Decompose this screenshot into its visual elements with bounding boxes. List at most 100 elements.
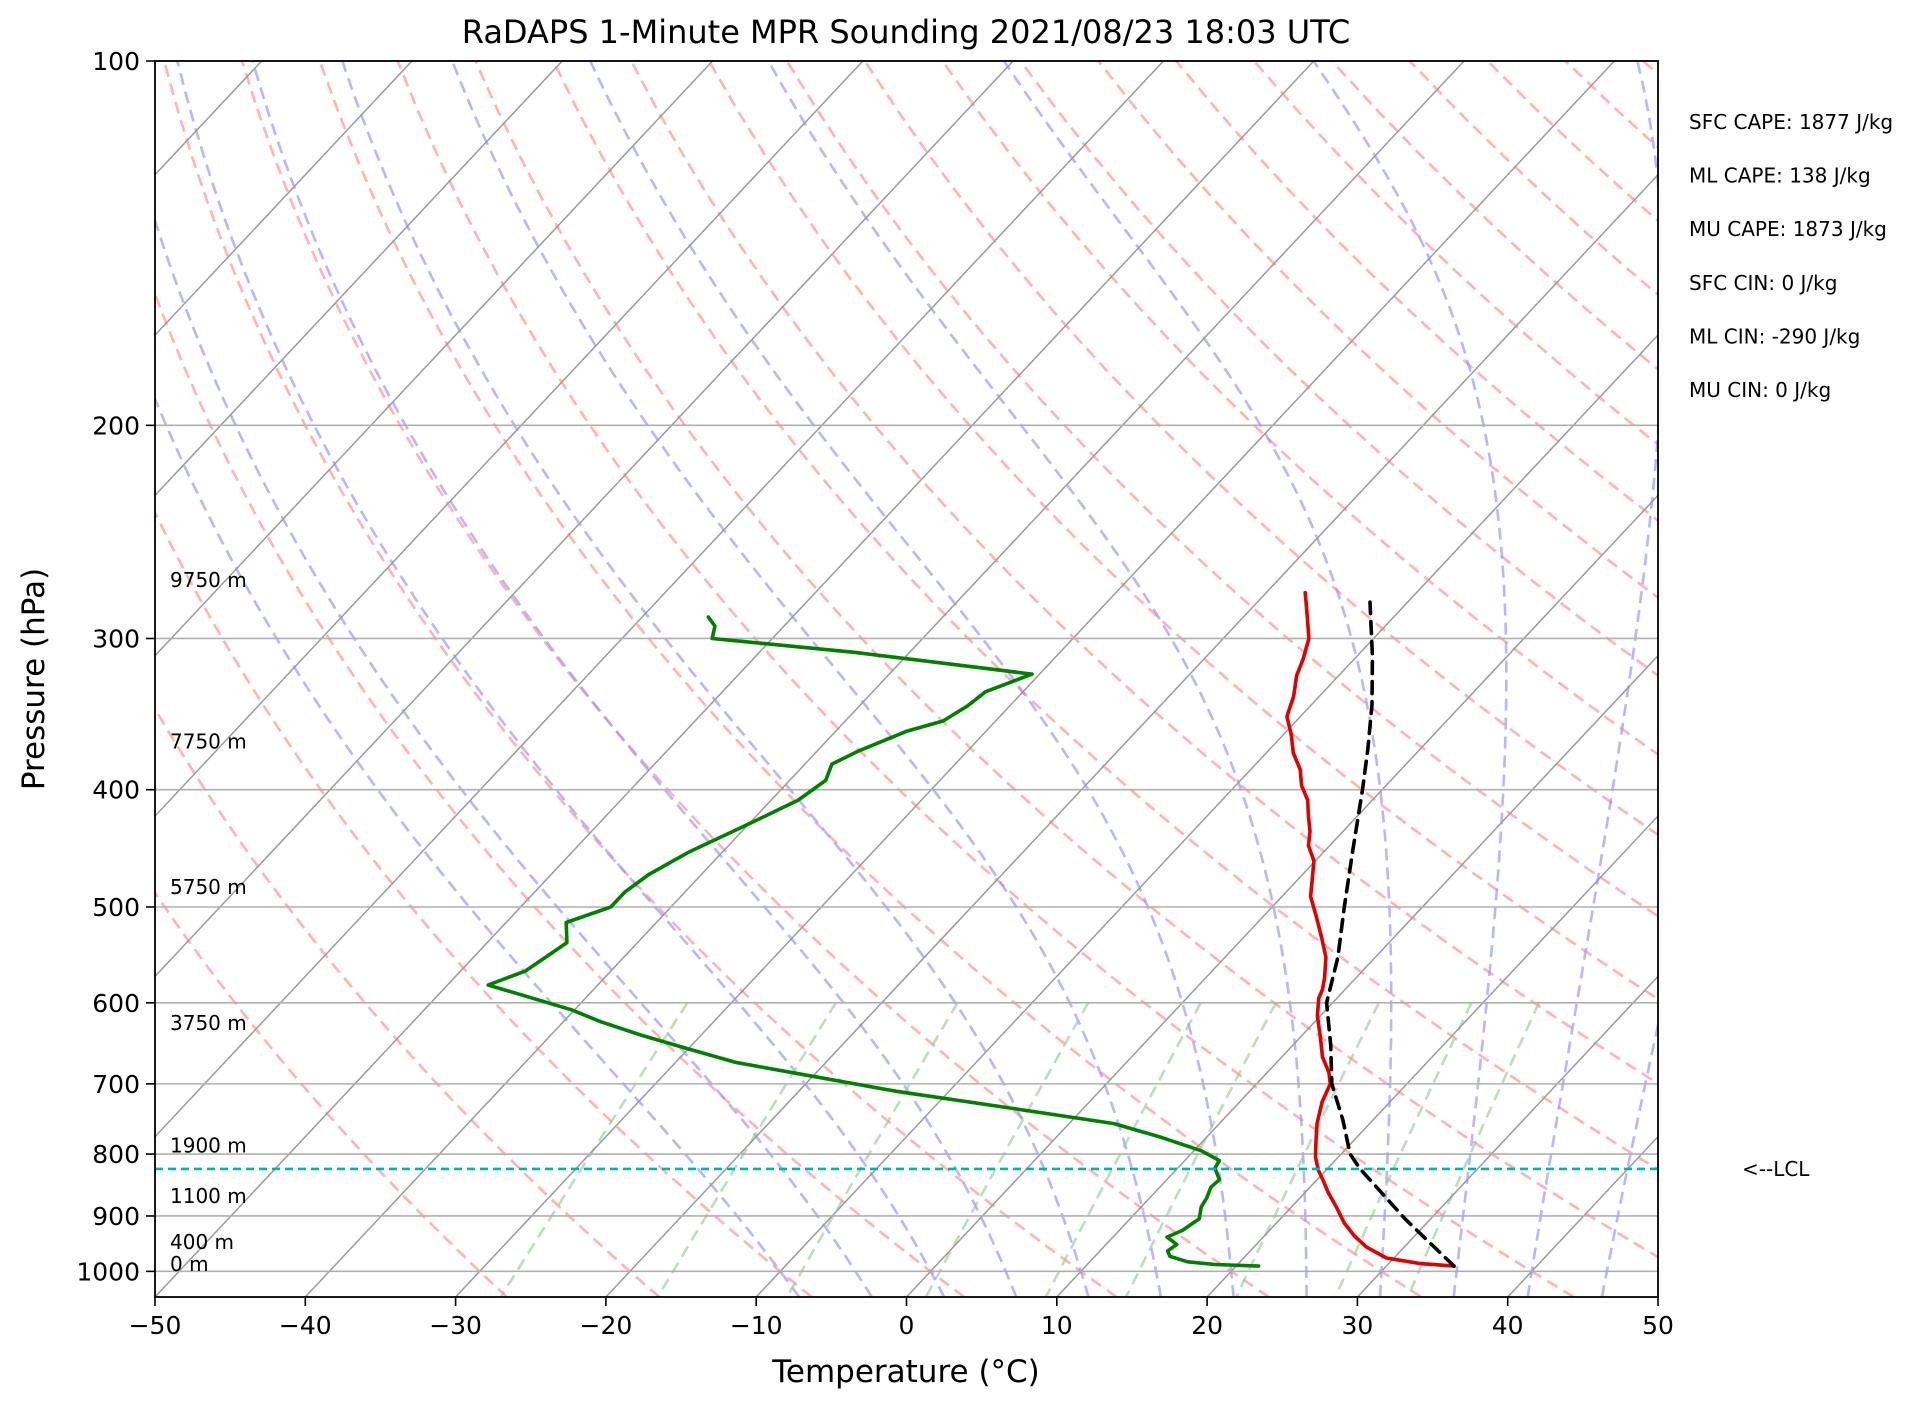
- height-label: 1900 m: [170, 1134, 247, 1158]
- height-label: 9750 m: [170, 568, 247, 592]
- mixing-ratio-line: [1406, 1002, 1541, 1297]
- isotherm: [1056, 654, 1658, 1297]
- isotherm: [455, 61, 1615, 1297]
- height-label: 0 m: [170, 1252, 209, 1276]
- dry-adiabat: [1877, 61, 1925, 1297]
- mixing-ratio-line: [1235, 1002, 1381, 1297]
- moist-adiabat: [589, 61, 1235, 1297]
- moist-adiabat: [1002, 61, 1393, 1297]
- dry-adiabat: [1019, 61, 1658, 678]
- y-tick-label: 300: [92, 624, 140, 653]
- y-tick-label: 100: [92, 47, 140, 76]
- parameter-annotation: ML CIN: -290 J/kg: [1689, 324, 1860, 348]
- y-axis-ticks: 100 200 300 400 500 600 700 800 900 1000: [76, 47, 155, 1286]
- y-tick-label: 600: [92, 989, 140, 1018]
- dry-adiabat: [1799, 61, 1925, 1297]
- dry-adiabat: [552, 61, 1658, 1171]
- isotherm: [155, 61, 563, 497]
- isotherm: [755, 333, 1658, 1297]
- dry-adiabat: [155, 706, 661, 1297]
- isotherm: [1507, 1135, 1658, 1297]
- height-label: 5750 m: [170, 875, 247, 899]
- dry-adiabat: [318, 61, 1423, 1297]
- y-axis-label: Pressure (hPa): [16, 568, 52, 790]
- x-axis-label: Temperature (°C): [771, 1354, 1040, 1390]
- mixing-ratio-line: [499, 1002, 689, 1297]
- dry-adiabat: [155, 509, 813, 1297]
- height-labels: 9750 m 7750 m 5750 m 3750 m 1900 m 1100 m 400 …: [170, 568, 247, 1276]
- moist-adiabat: [450, 61, 1163, 1297]
- isotherm: [605, 173, 1658, 1297]
- parameter-list: SFC CAPE: 1877 J/kg ML CAPE: 138 J/kg MU C…: [1689, 110, 1893, 402]
- isotherm: [155, 61, 413, 337]
- height-label: 1100 m: [170, 1184, 247, 1208]
- temperature-line: [1285, 590, 1456, 1268]
- isotherm: [155, 61, 1315, 1297]
- moist-adiabat: [341, 61, 1090, 1297]
- y-tick-label: 500: [92, 893, 140, 922]
- dry-adiabat: [941, 61, 1658, 757]
- moist-adiabat: [1312, 61, 1508, 1297]
- x-tick-label: 30: [1341, 1311, 1373, 1340]
- dry-adiabat: [474, 61, 1658, 1259]
- x-tick-label: 20: [1191, 1311, 1223, 1340]
- mixing-ratio-line: [1334, 1002, 1473, 1297]
- parameter-annotation: ML CAPE: 138 J/kg: [1689, 164, 1871, 188]
- dry-adiabat: [240, 61, 1270, 1297]
- isotherm: [905, 494, 1658, 1297]
- isotherm: [155, 61, 864, 818]
- y-tick-label: 800: [92, 1140, 140, 1169]
- parameter-annotation: MU CAPE: 1873 J/kg: [1689, 217, 1887, 241]
- x-tick-label: −50: [129, 1311, 182, 1340]
- dry-adiabat: [155, 290, 965, 1297]
- isotherm: [1206, 814, 1658, 1297]
- mixing-ratio-line: [1044, 1002, 1202, 1297]
- x-tick-label: 50: [1642, 1311, 1674, 1340]
- isotherm: [1356, 975, 1658, 1297]
- moist-adiabat: [1600, 1019, 1658, 1297]
- moist-adiabat: [176, 61, 946, 1297]
- dry-adiabat: [1097, 61, 1658, 600]
- dry-adiabat: [396, 61, 1575, 1297]
- y-tick-label: 200: [92, 411, 140, 440]
- isotherm: [155, 61, 1164, 1138]
- x-tick-label: 40: [1492, 1311, 1524, 1340]
- y-tick-label: 400: [92, 776, 140, 805]
- parameter-annotation: MU CIN: 0 J/kg: [1689, 378, 1831, 402]
- dry-adiabat: [1486, 61, 1658, 223]
- dry-adiabat: [155, 890, 508, 1297]
- height-label: 7750 m: [170, 730, 247, 754]
- dry-adiabat: [162, 61, 1118, 1297]
- dry-adiabat: [1175, 61, 1658, 523]
- y-tick-label: 1000: [76, 1257, 140, 1286]
- x-tick-label: −40: [279, 1311, 332, 1340]
- parcel-path-line: [1324, 600, 1456, 1268]
- y-tick-label: 700: [92, 1070, 140, 1099]
- isotherm: [155, 61, 714, 657]
- parameter-annotation: SFC CAPE: 1877 J/kg: [1689, 110, 1893, 134]
- x-axis-ticks: −50 −40 −30 −20 −10 0 10 20 30 40 50: [129, 1297, 1674, 1340]
- dewpoint-line: [486, 615, 1261, 1268]
- data-series: [155, 590, 1658, 1268]
- dry-adiabat: [1721, 61, 1925, 1297]
- isotherm: [1657, 1295, 1658, 1297]
- background-lines: [155, 61, 1925, 1297]
- mixing-ratio-line: [785, 1002, 959, 1297]
- isotherm: [304, 61, 1465, 1297]
- isotherm: [155, 61, 1014, 978]
- dry-adiabat: [707, 61, 1658, 1001]
- moist-adiabat: [155, 216, 873, 1297]
- y-tick-label: 900: [92, 1202, 140, 1231]
- dry-adiabat: [1642, 61, 1658, 77]
- height-label: 400 m: [170, 1230, 234, 1254]
- chart-title: RaDAPS 1-Minute MPR Sounding 2021/08/23 …: [462, 13, 1350, 51]
- moist-adiabat: [1526, 61, 1658, 1297]
- x-tick-label: 10: [1041, 1311, 1073, 1340]
- parameter-annotation: SFC CIN: 0 J/kg: [1689, 271, 1837, 295]
- moist-adiabat: [767, 61, 1308, 1297]
- x-tick-label: −30: [429, 1311, 482, 1340]
- pressure-grid: [155, 60, 1658, 1273]
- lcl-label: <--LCL: [1742, 1157, 1810, 1181]
- moist-adiabat: [155, 395, 801, 1297]
